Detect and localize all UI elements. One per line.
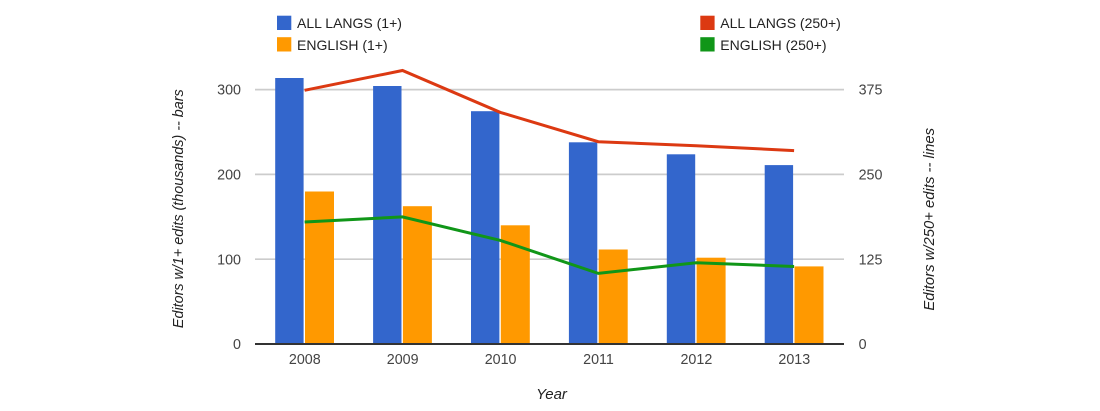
svg-text:Editors w/1+ edits (thousands): Editors w/1+ edits (thousands) -- bars [171,89,187,328]
svg-text:2008: 2008 [289,352,321,368]
svg-text:Year: Year [536,386,568,403]
svg-text:ALL LANGS (1+): ALL LANGS (1+) [297,15,402,31]
svg-text:200: 200 [217,168,241,184]
svg-text:250: 250 [859,168,883,184]
svg-text:2011: 2011 [583,352,614,368]
svg-text:2012: 2012 [680,352,712,368]
svg-text:ALL LANGS (250+): ALL LANGS (250+) [720,15,841,31]
svg-text:100: 100 [217,252,241,268]
svg-text:375: 375 [859,83,883,99]
svg-text:Editors w/250+ edits -- lines: Editors w/250+ edits -- lines [922,127,938,310]
svg-text:ENGLISH (250+): ENGLISH (250+) [720,37,826,53]
svg-text:300: 300 [217,83,241,99]
svg-text:2009: 2009 [387,352,419,368]
svg-text:ENGLISH (1+): ENGLISH (1+) [297,37,388,53]
svg-text:0: 0 [859,337,867,353]
svg-text:2013: 2013 [778,352,810,368]
svg-text:125: 125 [859,252,883,268]
svg-text:0: 0 [233,337,241,353]
svg-text:2010: 2010 [485,352,517,368]
